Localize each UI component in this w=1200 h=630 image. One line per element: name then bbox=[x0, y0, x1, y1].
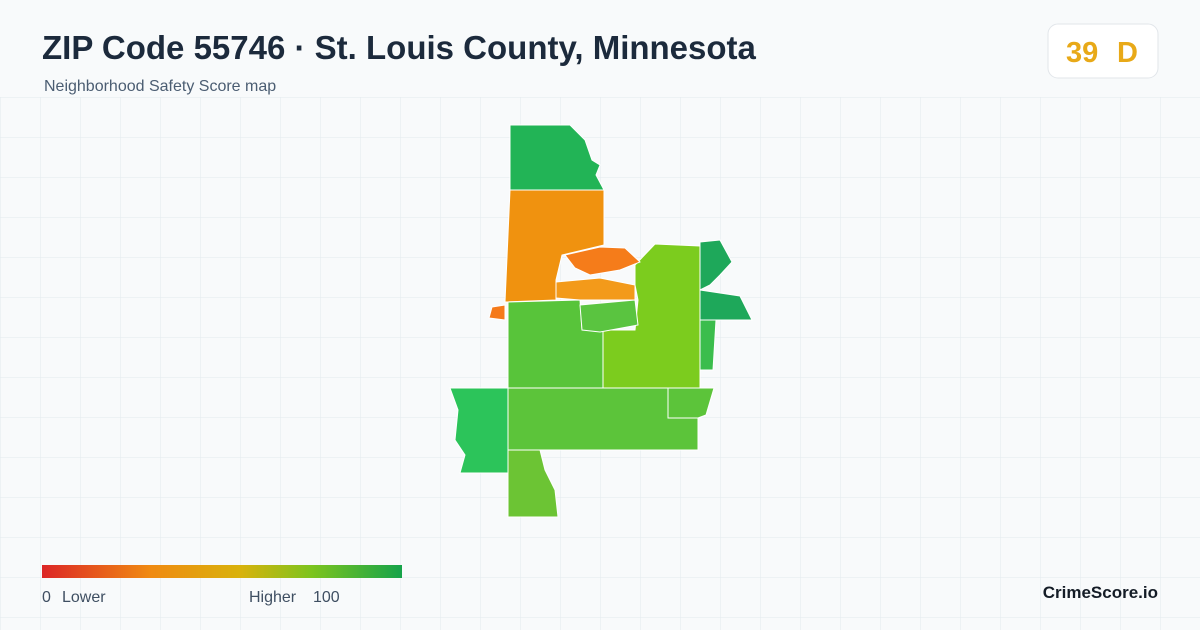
score-badge bbox=[1047, 23, 1159, 79]
map-region bbox=[507, 449, 559, 518]
map-region bbox=[699, 289, 753, 321]
map-region bbox=[555, 277, 636, 301]
legend-high-label: Higher bbox=[249, 589, 297, 606]
map-region bbox=[449, 387, 509, 474]
map-region bbox=[667, 387, 715, 419]
score-grade: D bbox=[1117, 37, 1138, 69]
map-region bbox=[564, 246, 641, 276]
legend-min: 0 bbox=[42, 589, 51, 606]
legend-scale bbox=[42, 565, 402, 578]
page-subtitle: Neighborhood Safety Score map bbox=[44, 78, 276, 95]
map-region bbox=[579, 299, 639, 333]
map-region bbox=[488, 304, 506, 321]
score-value: 39 bbox=[1066, 37, 1098, 69]
page-title: ZIP Code 55746 · St. Louis County, Minne… bbox=[42, 29, 757, 66]
zip-map bbox=[449, 124, 753, 518]
legend-low-label: Lower bbox=[62, 589, 106, 606]
map-region bbox=[699, 319, 717, 371]
legend-max: 100 bbox=[313, 589, 340, 606]
brand: CrimeScore.io bbox=[1043, 583, 1158, 602]
